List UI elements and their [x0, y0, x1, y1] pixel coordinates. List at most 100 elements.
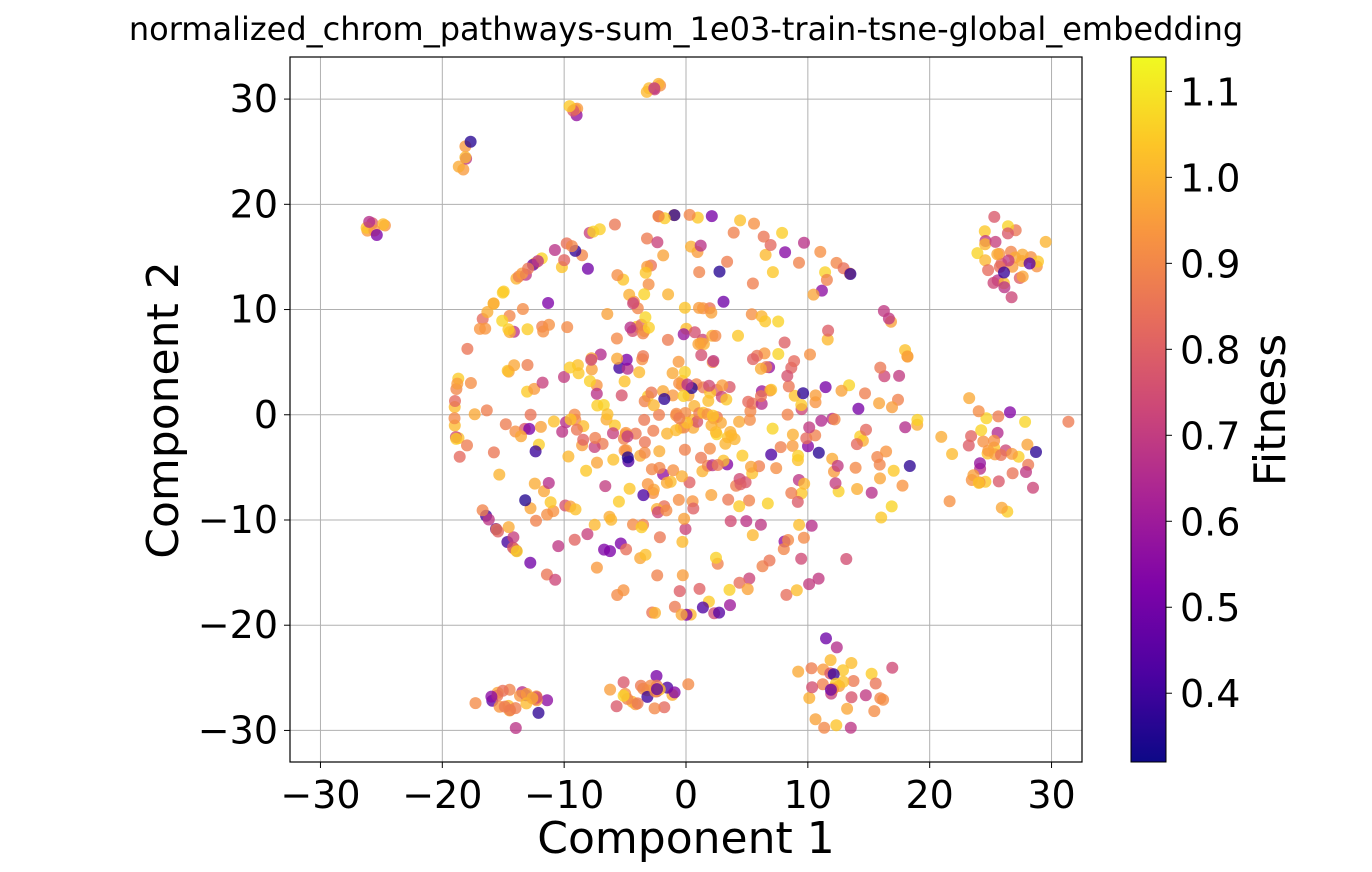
scatter-point — [536, 376, 549, 389]
y-tick-label: −30 — [198, 708, 278, 752]
scatter-point — [786, 428, 799, 441]
scatter-point — [899, 421, 912, 434]
scatter-point — [880, 445, 893, 458]
scatter-point — [815, 414, 828, 427]
scatter-point — [850, 438, 863, 451]
scatter-point — [998, 266, 1010, 279]
scatter-point — [782, 380, 795, 393]
scatter-point — [725, 429, 738, 442]
scatter-point — [868, 705, 881, 718]
scatter-point — [734, 214, 747, 227]
scatter-point — [740, 515, 753, 528]
colorbar-tick-label: 1.0 — [1180, 156, 1240, 200]
scatter-point — [649, 606, 661, 619]
scatter-point — [542, 477, 555, 489]
scatter-point — [604, 683, 617, 696]
scatter-point — [682, 678, 695, 691]
scatter-point — [693, 582, 706, 595]
scatter-point — [510, 545, 523, 558]
scatter-point — [461, 439, 473, 452]
y-tick-label: 10 — [230, 288, 278, 332]
scatter-point — [461, 342, 474, 355]
scatter-point — [709, 426, 722, 439]
scatter-point — [621, 451, 634, 464]
scatter-point — [627, 297, 640, 310]
scatter-point — [645, 386, 658, 399]
scatter-point — [886, 661, 899, 674]
scatter-point — [487, 446, 500, 459]
scatter-point — [814, 245, 827, 258]
scatter-point — [743, 413, 756, 426]
y-tick-label: −20 — [198, 603, 278, 647]
scatter-point — [645, 463, 658, 476]
scatter-point — [727, 226, 740, 239]
scatter-point — [1016, 270, 1029, 283]
scatter-point — [754, 362, 767, 375]
colorbar-tick-label: 0.5 — [1180, 586, 1240, 630]
scatter-point — [765, 383, 778, 396]
scatter-point — [886, 401, 898, 414]
scatter-point — [612, 495, 625, 508]
scatter-point — [781, 408, 794, 421]
scatter-point — [1004, 406, 1016, 419]
scatter-point — [845, 657, 858, 669]
scatter-point — [733, 415, 746, 428]
scatter-point — [526, 692, 539, 705]
scatter-point — [496, 314, 509, 327]
scatter-point — [670, 424, 682, 437]
scatter-point — [509, 722, 522, 734]
scatter-point — [980, 412, 993, 425]
scatter-point — [830, 641, 843, 654]
scatter-point — [766, 266, 779, 279]
scatter-point — [998, 281, 1011, 294]
scatter-point — [610, 332, 623, 345]
scatter-point — [851, 483, 864, 495]
scatter-point — [675, 470, 688, 483]
scatter-point — [558, 254, 571, 267]
scatter-point — [693, 266, 706, 279]
scatter-point — [732, 329, 744, 342]
scatter-point — [847, 675, 860, 687]
scatter-point — [648, 702, 661, 715]
y-axis-label: Component 2 — [138, 261, 189, 558]
scatter-point — [476, 504, 489, 517]
scatter-point — [464, 377, 477, 389]
scatter-point — [528, 477, 541, 490]
scatter-point — [747, 353, 759, 366]
scatter-point — [992, 475, 1005, 488]
scatter-point — [502, 323, 515, 336]
scatter-point — [820, 273, 833, 286]
x-tick-label: −20 — [402, 773, 482, 817]
scatter-point — [661, 333, 674, 346]
scatter-point — [874, 361, 887, 374]
scatter-point — [673, 585, 686, 598]
scatter-point — [695, 349, 708, 362]
scatter-point — [687, 502, 700, 515]
scatter-point — [450, 432, 463, 445]
scatter-point — [487, 297, 500, 310]
scatter-point — [844, 721, 857, 734]
scatter-point — [561, 321, 574, 334]
scatter-point — [601, 308, 614, 320]
scatter-point — [772, 315, 785, 328]
y-tick-label: 0 — [254, 393, 278, 437]
colorbar-tick-label: 0.7 — [1180, 414, 1240, 458]
scatter-point — [720, 393, 733, 406]
scatter-point — [678, 512, 691, 525]
scatter-point — [903, 460, 916, 472]
scatter-point — [620, 353, 633, 366]
scatter-point — [798, 477, 811, 490]
scatter-point — [710, 551, 722, 564]
scatter-point — [711, 459, 724, 471]
scatter-point — [1006, 467, 1019, 480]
scatter-point — [901, 350, 914, 363]
scatter-point — [837, 664, 849, 677]
colorbar-tick-label: 0.4 — [1180, 672, 1240, 716]
scatter-point — [803, 578, 816, 591]
scatter-point — [548, 244, 561, 256]
colorbar-tick-label: 1.1 — [1180, 70, 1240, 114]
scatter-point — [639, 311, 652, 324]
scatter-point — [508, 359, 521, 372]
scatter-point — [819, 381, 832, 394]
scatter-point — [570, 423, 583, 436]
